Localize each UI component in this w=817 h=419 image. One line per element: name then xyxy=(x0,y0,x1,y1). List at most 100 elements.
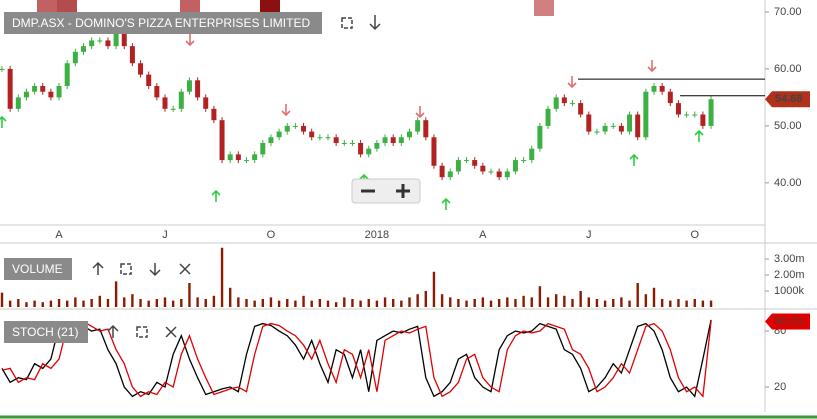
x-tick-label: J xyxy=(162,229,168,241)
volume-bar xyxy=(465,300,468,307)
volume-bar xyxy=(506,297,509,307)
volume-bar xyxy=(123,297,126,307)
candle xyxy=(407,131,412,138)
candle xyxy=(97,40,103,42)
candle xyxy=(602,125,608,132)
candle xyxy=(594,131,600,133)
candle xyxy=(529,148,535,161)
signal-arrow xyxy=(441,197,451,210)
candle xyxy=(349,142,355,144)
volume-bar xyxy=(334,302,338,307)
candle xyxy=(276,131,282,138)
candle xyxy=(40,86,46,92)
event-marker[interactable] xyxy=(534,0,554,16)
candle xyxy=(512,160,518,172)
candle xyxy=(341,142,347,144)
toolbar[interactable] xyxy=(92,15,381,338)
volume-bar xyxy=(98,295,101,307)
volume-bar xyxy=(530,297,533,307)
up-icon[interactable] xyxy=(92,261,104,275)
expand-icon[interactable] xyxy=(136,326,148,338)
candle xyxy=(610,125,616,127)
zoom-controls[interactable] xyxy=(351,178,421,204)
volume-bar xyxy=(538,286,542,307)
close-icon[interactable] xyxy=(165,326,177,338)
volume-bar xyxy=(660,299,664,307)
volume-bar xyxy=(114,281,118,307)
volume-bar xyxy=(514,299,517,307)
signal-arrow xyxy=(0,115,7,128)
panel-title: VOLUME xyxy=(12,262,63,276)
volume-bar xyxy=(620,297,623,307)
candle xyxy=(464,160,470,162)
candle xyxy=(537,125,543,149)
candle xyxy=(618,125,624,132)
candle xyxy=(415,120,421,132)
candle xyxy=(700,114,706,126)
candle xyxy=(390,137,396,143)
volume-bar xyxy=(188,283,191,307)
stoch-line xyxy=(1,319,712,398)
volume-bar xyxy=(392,299,395,307)
close-icon[interactable] xyxy=(179,263,191,275)
candle xyxy=(480,165,486,172)
stoch-line xyxy=(1,321,712,398)
volume-bar xyxy=(49,300,53,307)
volume-bar xyxy=(318,299,322,307)
candle xyxy=(439,165,445,178)
candle xyxy=(627,114,633,132)
volume-bar xyxy=(180,299,183,307)
candle xyxy=(447,171,453,178)
volume-bar xyxy=(367,299,370,307)
expand-icon[interactable] xyxy=(120,263,132,275)
y-tick-label: 40.00 xyxy=(774,177,802,189)
candle xyxy=(113,29,119,47)
candle xyxy=(203,97,209,109)
candle xyxy=(455,160,461,172)
last-price-label: 54.68 xyxy=(775,93,803,105)
candle xyxy=(178,91,184,109)
volume-bar xyxy=(424,291,427,307)
candle xyxy=(260,142,266,155)
candle xyxy=(431,137,437,166)
expand-icon[interactable] xyxy=(341,17,353,29)
volume-bar xyxy=(8,300,12,307)
candle xyxy=(675,103,681,115)
candle xyxy=(154,86,160,98)
volume-bar xyxy=(432,271,436,307)
signal-arrow xyxy=(281,104,291,117)
volume-bar xyxy=(82,300,85,307)
candle xyxy=(268,137,274,143)
volume-bar xyxy=(163,297,167,307)
candle xyxy=(48,91,54,98)
candle xyxy=(333,137,339,143)
volume-bar xyxy=(310,300,313,307)
y-tick-label: 20 xyxy=(774,381,786,393)
up-icon[interactable] xyxy=(107,324,119,338)
chart-title: DMP.ASX - DOMINO'S PIZZA ENTERPRISES LIM… xyxy=(12,16,310,30)
volume-bar xyxy=(416,294,419,307)
volume-bar xyxy=(245,299,248,307)
candle xyxy=(292,125,298,127)
signal-arrow xyxy=(185,34,195,47)
volume-bar xyxy=(693,299,696,307)
volume-bar xyxy=(17,299,20,307)
volume-bar xyxy=(555,294,558,307)
volume-bar xyxy=(351,299,354,307)
volume-bar xyxy=(33,300,36,307)
candle xyxy=(423,120,429,138)
signal-arrow xyxy=(694,129,704,142)
volume-bar xyxy=(685,300,688,307)
volume-bar xyxy=(709,300,713,307)
volume-bar xyxy=(261,299,264,307)
down-icon[interactable] xyxy=(149,263,161,277)
x-tick-label: A xyxy=(55,229,63,241)
volume-bar xyxy=(66,300,69,307)
down-icon[interactable] xyxy=(369,15,381,31)
volume-bar xyxy=(701,300,705,307)
y-tick-label: 60.00 xyxy=(774,63,802,75)
volume-bar xyxy=(220,247,224,307)
volume-bar xyxy=(669,300,672,307)
candle xyxy=(146,74,152,87)
candle xyxy=(553,97,559,109)
